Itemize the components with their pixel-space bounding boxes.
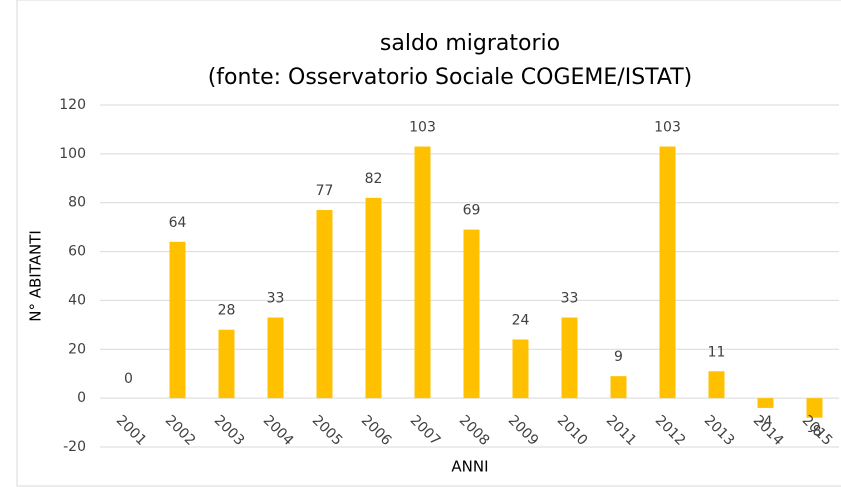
bar xyxy=(365,197,382,399)
bar xyxy=(316,210,333,399)
bar xyxy=(512,339,529,399)
value-label: -8 xyxy=(808,424,822,440)
bar xyxy=(659,146,676,399)
x-axis-label: ANNI xyxy=(451,458,488,476)
value-label: 77 xyxy=(316,183,334,199)
value-label: 28 xyxy=(218,303,236,319)
value-label: 0 xyxy=(124,371,133,387)
bar xyxy=(708,371,725,399)
y-tick-label: 40 xyxy=(68,292,86,308)
value-label: 33 xyxy=(267,291,285,307)
value-label: 69 xyxy=(463,203,481,219)
y-tick-label: 60 xyxy=(68,244,86,260)
bar xyxy=(806,398,823,418)
y-tick-label: 80 xyxy=(68,195,86,211)
bar xyxy=(267,317,284,399)
bar xyxy=(463,229,480,399)
value-label: 64 xyxy=(169,215,187,231)
y-tick-label: 20 xyxy=(68,341,86,357)
y-tick-label: -20 xyxy=(63,439,86,455)
value-label: 103 xyxy=(409,120,436,136)
value-label: 9 xyxy=(614,349,623,365)
value-label: 24 xyxy=(512,313,530,329)
value-label: 82 xyxy=(365,171,383,187)
bar xyxy=(561,317,578,399)
value-label: 11 xyxy=(708,344,726,360)
y-tick-label: 120 xyxy=(59,97,86,113)
value-label: -4 xyxy=(759,414,773,430)
bar xyxy=(757,398,774,408)
bar xyxy=(610,376,627,399)
bar xyxy=(414,146,431,399)
y-tick-label: 100 xyxy=(59,146,86,162)
bar xyxy=(218,329,235,399)
value-label: 33 xyxy=(561,291,579,307)
chart-title: saldo migratorio xyxy=(380,31,560,56)
y-tick-label: 0 xyxy=(77,390,86,406)
y-axis-label: N° ABITANTI xyxy=(27,230,45,322)
value-label: 103 xyxy=(654,120,681,136)
chart-subtitle: (fonte: Osservatorio Sociale COGEME/ISTA… xyxy=(208,65,693,90)
bar xyxy=(169,241,186,399)
